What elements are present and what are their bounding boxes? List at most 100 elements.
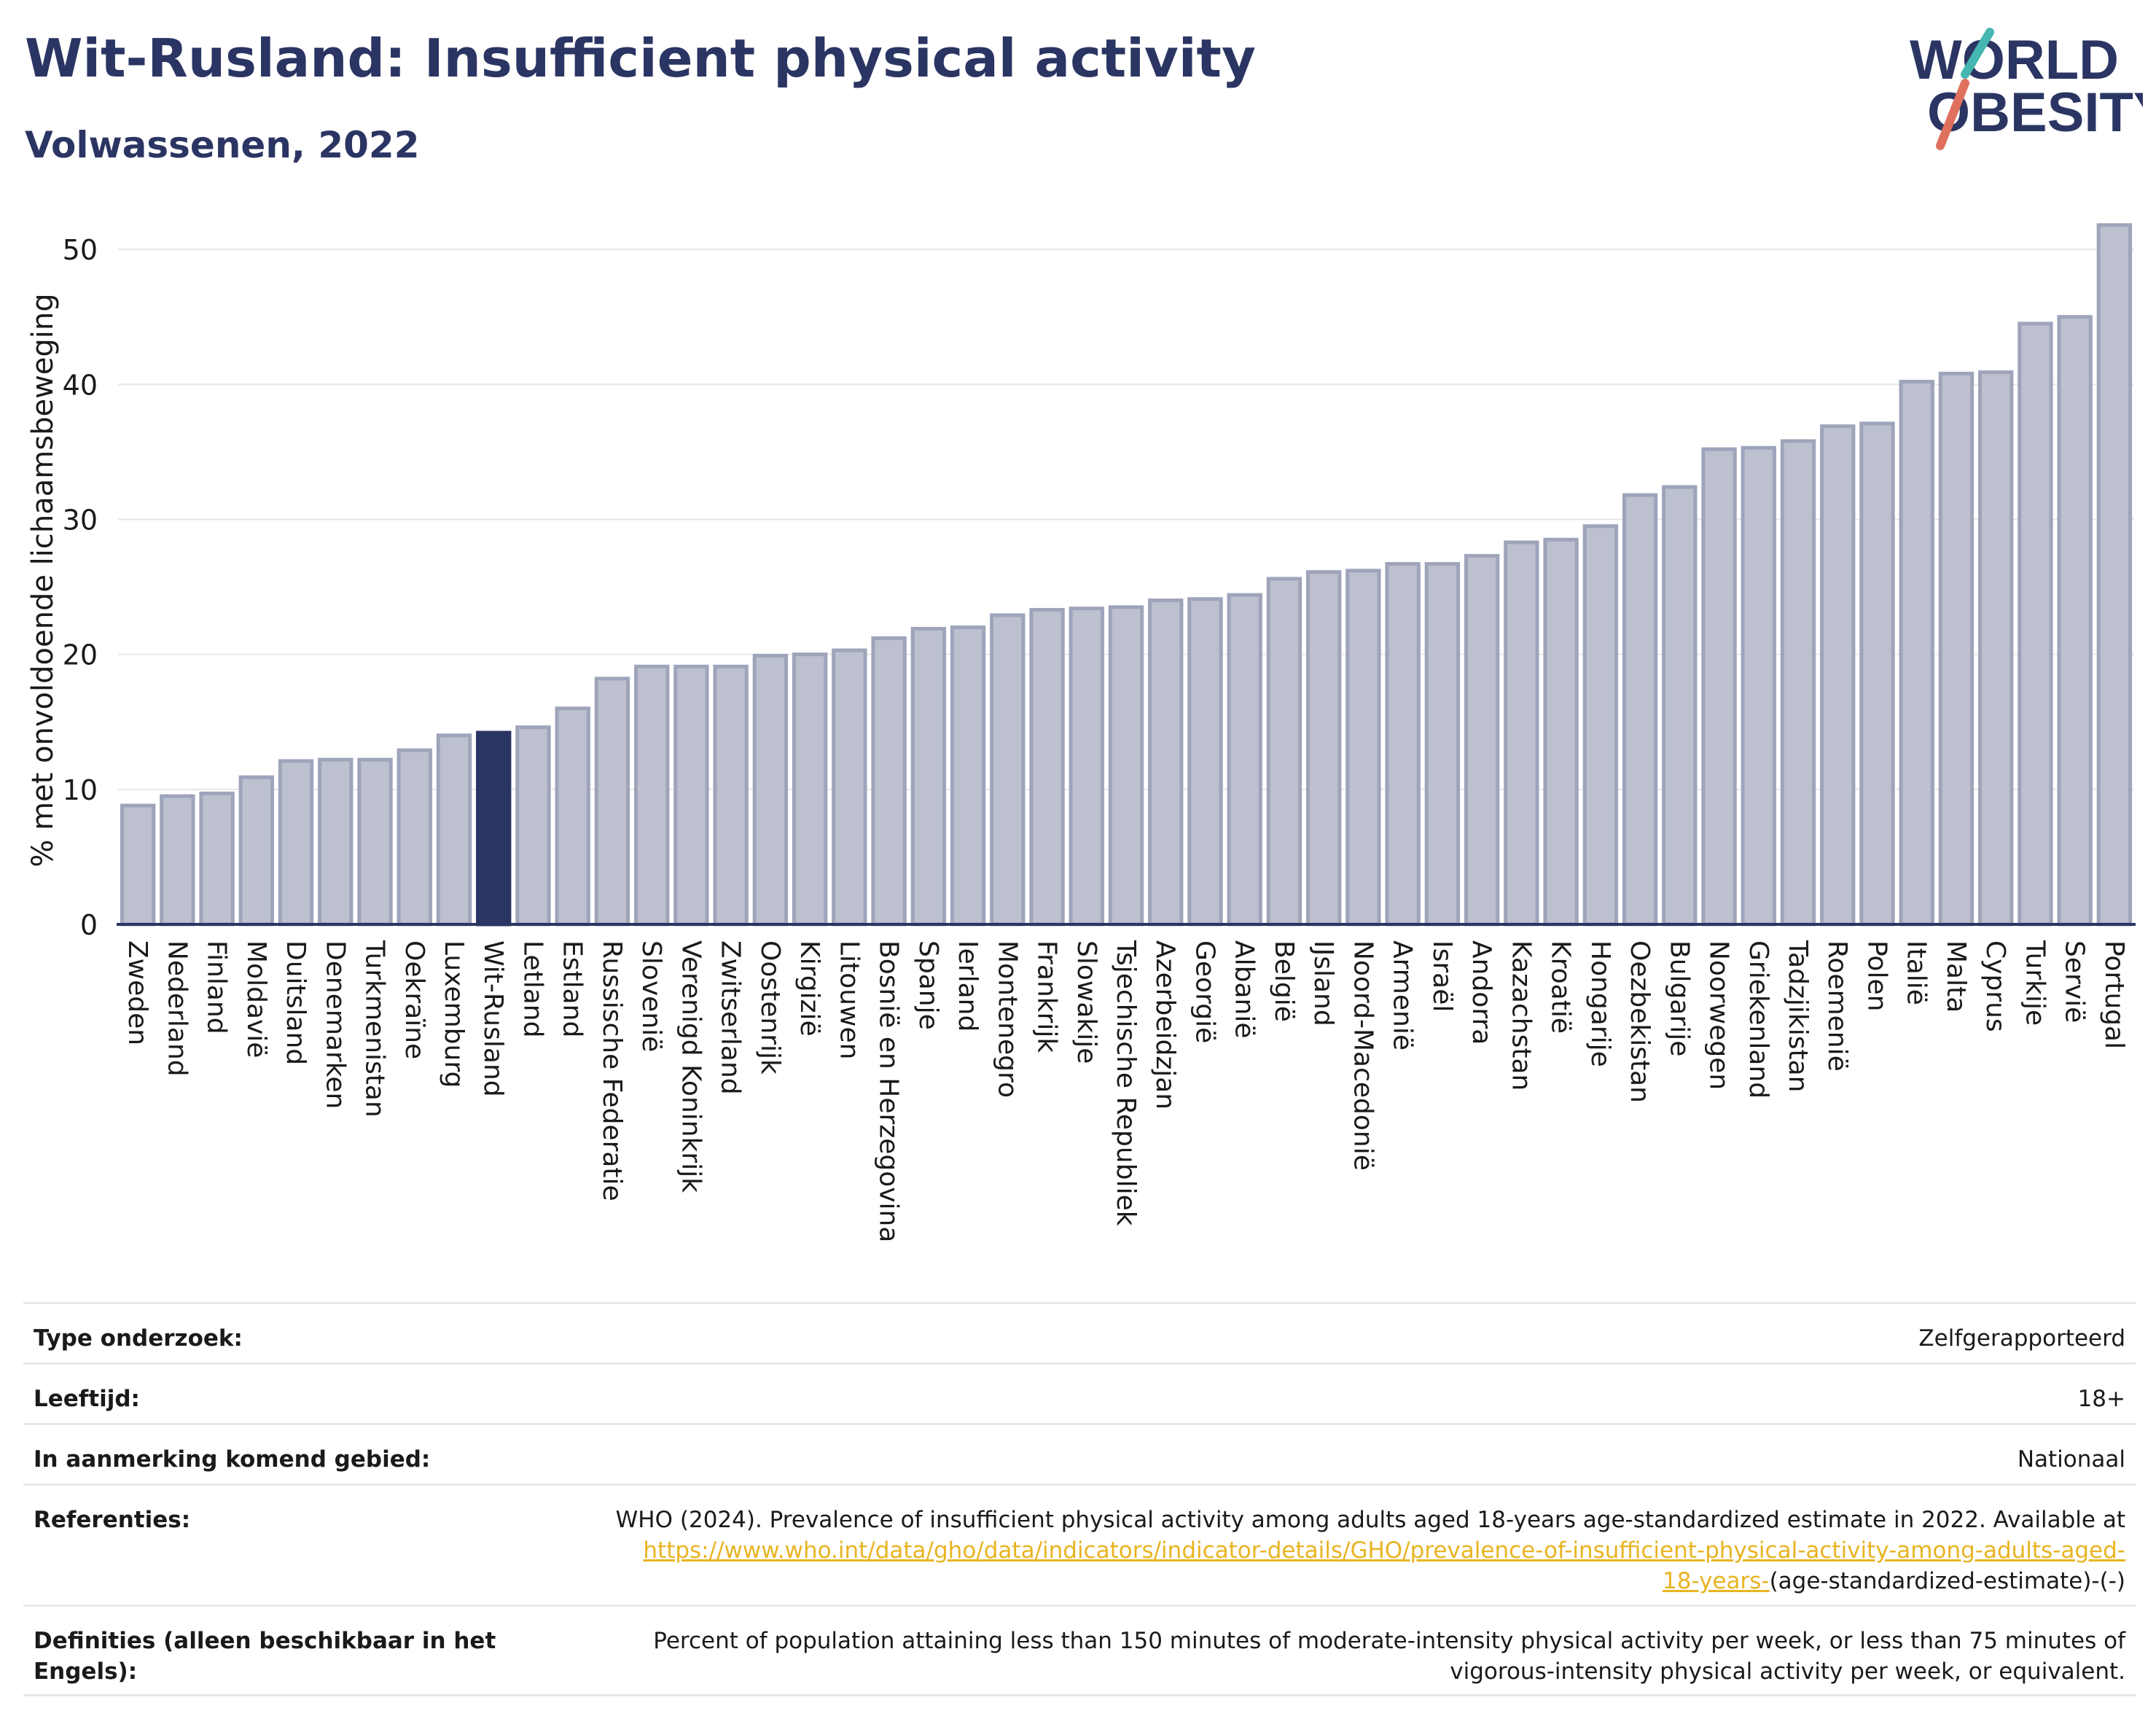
bar	[1662, 485, 1698, 927]
x-tick-label: Armenië	[1388, 940, 1418, 1050]
x-tick-label: Hongarije	[1585, 940, 1615, 1067]
x-tick-label: België	[1269, 940, 1299, 1022]
y-tick-label: 50	[63, 234, 98, 266]
bar	[1977, 370, 2014, 927]
y-tick-label: 30	[63, 504, 98, 536]
x-tick-label: Slowakije	[1071, 940, 1101, 1064]
x-tick-label: Griekenland	[1743, 940, 1773, 1099]
info-row-references: Referenties: WHO (2024). Prevalence of i…	[23, 1483, 2136, 1605]
references-link-part1[interactable]: https://www.who.int/data/gho/data/indica…	[643, 1537, 2125, 1564]
x-tick-label: Bulgarije	[1664, 940, 1694, 1056]
bar	[832, 648, 867, 927]
bar	[792, 652, 828, 927]
references-link-part2[interactable]: 18-years-	[1662, 1568, 1770, 1594]
bar	[1938, 371, 1975, 927]
bar	[1385, 562, 1421, 927]
page-subtitle: Volwassenen, 2022	[25, 124, 420, 166]
bar	[436, 733, 472, 927]
x-tick-label: Albanië	[1230, 940, 1259, 1039]
x-tick-label: Duitsland	[281, 940, 310, 1065]
x-tick-label: Noord-Macedonië	[1348, 940, 1378, 1171]
definitions-value: Percent of population attaining less tha…	[653, 1628, 2125, 1685]
y-tick-label: 0	[80, 909, 98, 941]
y-axis-ticks: 0 10 20 30 40 50	[63, 234, 98, 941]
bar	[1069, 607, 1104, 927]
x-tick-label: Zweden	[122, 940, 152, 1045]
bar	[1424, 562, 1461, 927]
y-tick-label: 20	[63, 639, 98, 671]
info-row-definitions: Definities (alleen beschikbaar in het En…	[23, 1605, 2136, 1696]
bar	[990, 613, 1026, 927]
bar	[752, 653, 789, 927]
info-row-survey-type: Type onderzoek: Zelfgerapporteerd	[23, 1302, 2136, 1362]
x-tick-label: Tadzjikistan	[1783, 940, 1813, 1092]
bar	[1029, 608, 1065, 927]
survey-type-label: Type onderzoek:	[34, 1325, 243, 1352]
x-tick-label: Servië	[2060, 940, 2090, 1023]
bar	[120, 803, 156, 927]
area-label: In aanmerking komend gebied:	[34, 1446, 431, 1473]
references-label: Referenties:	[34, 1507, 191, 1533]
info-row-area: In aanmerking komend gebied: Nationaal	[23, 1423, 2136, 1483]
bar	[1899, 380, 1934, 927]
x-tick-label: Slovenië	[636, 940, 666, 1052]
x-tick-label: Finland	[202, 940, 232, 1034]
x-tick-label: Kazachstan	[1506, 940, 1536, 1091]
bar	[673, 664, 709, 927]
bar	[2057, 315, 2093, 927]
bar	[1345, 569, 1381, 927]
x-tick-label: Litouwen	[834, 940, 864, 1059]
references-value: WHO (2024). Prevalence of insufficient p…	[500, 1505, 2125, 1596]
x-tick-label: Ierland	[953, 940, 983, 1032]
bar	[594, 677, 630, 927]
x-tick-label: Letland	[517, 940, 547, 1037]
survey-type-value: Zelfgerapporteerd	[1918, 1325, 2125, 1352]
references-text: WHO (2024). Prevalence of insufficient p…	[615, 1507, 2125, 1533]
x-tick-label: Moldavië	[241, 940, 271, 1058]
bar	[160, 794, 195, 927]
x-tick-label: Oekraïne	[399, 940, 429, 1059]
x-tick-label: Kirgizië	[794, 940, 824, 1037]
x-tick-label: Luxemburg	[439, 940, 469, 1088]
x-tick-label: Noorwegen	[1704, 940, 1734, 1090]
bar	[397, 748, 432, 927]
y-axis-label: % met onvoldoende lichaamsbeweging	[26, 293, 60, 867]
x-tick-label: Italië	[1902, 940, 1932, 1005]
x-axis-labels: Zweden Nederland Finland Moldavië Duitsland D…	[122, 940, 2129, 1242]
bar	[1820, 424, 1856, 927]
x-tick-label: Oezbekistan	[1625, 940, 1655, 1103]
info-table: Type onderzoek: Zelfgerapporteerd Leefti…	[23, 1302, 2136, 1696]
x-tick-label: Verenigd Koninkrijk	[676, 940, 706, 1193]
bar	[357, 757, 393, 927]
bar	[318, 757, 354, 927]
x-tick-label: Oostenrijk	[755, 940, 785, 1075]
x-tick-label: Denemarken	[320, 940, 350, 1109]
x-tick-label: Polen	[1862, 940, 1891, 1011]
references-suffix: (age-standardized-estimate)-(-)	[1769, 1568, 2125, 1594]
x-tick-label: Kroatië	[1546, 940, 1576, 1034]
bar	[1464, 553, 1500, 927]
x-tick-label: Spanje	[913, 940, 943, 1030]
bar	[1108, 605, 1144, 927]
age-label: Leeftijd:	[34, 1386, 140, 1412]
bars	[120, 223, 2133, 927]
age-value: 18+	[2077, 1386, 2125, 1412]
bar	[1187, 597, 1223, 927]
info-row-age: Leeftijd: 18+	[23, 1362, 2136, 1423]
x-tick-label: Montenegro	[992, 940, 1022, 1098]
x-tick-label: Nederland	[162, 940, 192, 1077]
x-tick-label: Estland	[558, 940, 587, 1037]
bar	[238, 775, 275, 927]
bar	[1622, 493, 1658, 927]
x-tick-label: Roemenië	[1822, 940, 1852, 1072]
bar	[199, 791, 235, 927]
bar	[1780, 439, 1816, 927]
bar-chart: 0 10 20 30 40 50 Zweden Nederland Finland Moldav…	[26, 223, 2136, 1242]
x-tick-label: Portugal	[2099, 940, 2129, 1049]
page-title: Wit-Rusland: Insufficient physical activ…	[25, 28, 1256, 89]
bar	[871, 636, 907, 927]
logo-line1: WORLD	[1910, 29, 2119, 91]
x-tick-label: Andorra	[1466, 940, 1496, 1045]
bar	[910, 626, 947, 927]
x-tick-label: Turkmenistan	[360, 940, 390, 1118]
